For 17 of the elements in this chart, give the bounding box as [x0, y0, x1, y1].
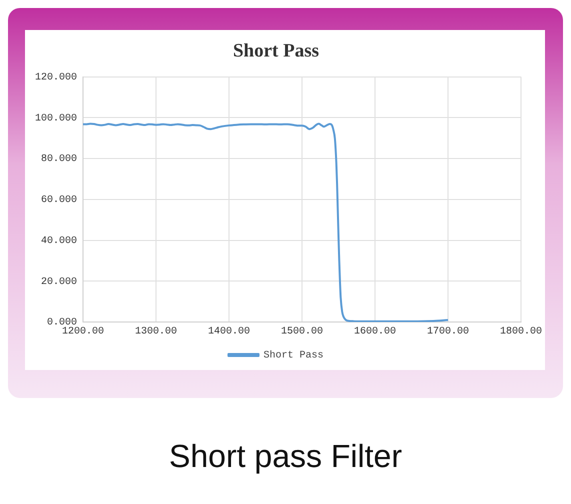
- x-tick-label: 1200.00: [62, 326, 104, 338]
- y-tick-label: 100.000: [34, 113, 78, 124]
- line-series: [83, 122, 449, 322]
- y-tick-label: 120.000: [34, 72, 78, 84]
- x-tick-label: 1400.00: [208, 326, 250, 338]
- y-tick-label: 40.000: [40, 236, 78, 247]
- x-tick-label: 1700.00: [426, 326, 470, 338]
- y-tick-label: 20.000: [40, 276, 78, 288]
- x-tick-label: 1300.00: [134, 326, 178, 338]
- x-tick-label: 1600.00: [354, 326, 396, 338]
- y-tick-label: 60.000: [40, 195, 78, 206]
- text: Short pass Filter: [168, 438, 403, 475]
- x-tick-label: 1500.00: [280, 326, 324, 338]
- legend-label: Short Pass: [263, 350, 324, 362]
- y-tick-label: 80.000: [40, 154, 78, 166]
- chart-title: Short Pass: [232, 40, 320, 62]
- x-tick-label: 1800.00: [500, 326, 542, 338]
